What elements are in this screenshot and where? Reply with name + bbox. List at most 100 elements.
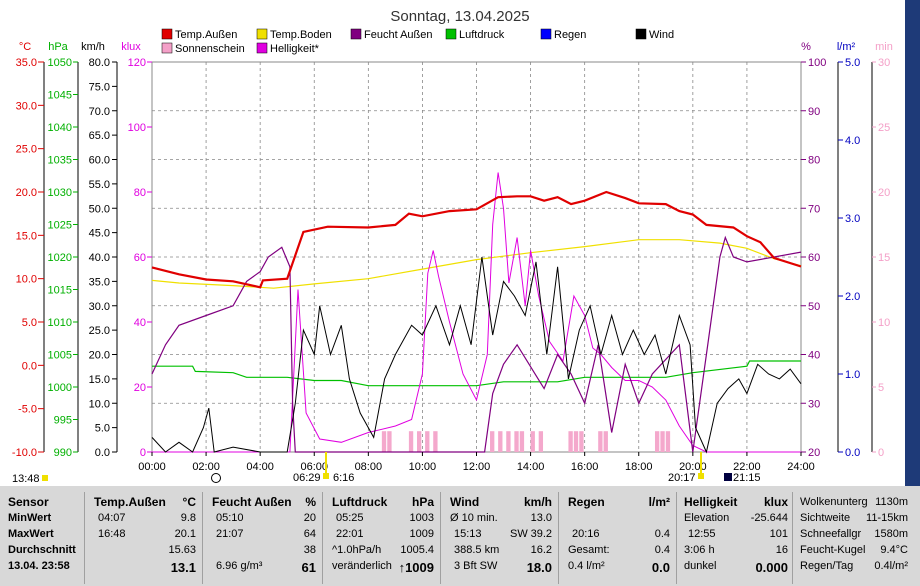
cell: 20:16	[572, 528, 600, 540]
cell: ^1.0hPa/h	[332, 544, 382, 556]
tick-label: 5	[878, 382, 884, 394]
sunshine-bar	[538, 431, 544, 452]
tick-label: 30.0	[16, 100, 37, 112]
legend-swatch	[256, 28, 268, 40]
bright-header: Helligkeit	[684, 495, 738, 509]
cell: 1009	[409, 528, 434, 540]
tick-label: 5.0	[845, 57, 860, 69]
wind-unit: km/h	[523, 495, 552, 509]
sunshine-bar	[381, 431, 387, 452]
pressure-unit: hPa	[411, 495, 434, 509]
tick-label: 25.0	[16, 144, 37, 156]
cell: -25.644	[750, 512, 788, 524]
series-line	[152, 172, 801, 453]
legend-swatch	[161, 28, 173, 40]
sun-marker	[42, 475, 48, 481]
sunshine-bar	[387, 431, 392, 452]
sunshine-bar	[433, 431, 438, 452]
tick-label: 15.0	[16, 230, 37, 242]
tick-label: 20.0	[16, 187, 37, 199]
sunshine-bar	[573, 431, 579, 452]
cell: 0.4	[654, 528, 670, 540]
legend-swatch	[350, 28, 362, 40]
tick-label: 60	[808, 252, 820, 264]
legend-label: Regen	[554, 29, 586, 41]
x-tick-label: 08:00	[355, 461, 383, 473]
tick-label: 80	[134, 187, 146, 199]
tick-label: 990	[54, 447, 72, 459]
summary-table: Sensor MinWert MaxWert Durchschnitt 13.0…	[0, 486, 920, 586]
sunset-line	[700, 452, 702, 474]
sunshine-bar	[519, 431, 525, 452]
cell: 18.0	[526, 560, 552, 575]
tick-label: 80	[808, 155, 820, 167]
axes: 35.0 30.0 25.0 20.0 15.0 10.0 5.0 0.0 -5.0 -10.0 °…	[12, 41, 893, 459]
tick-label: 0	[878, 447, 884, 459]
tick-label: 100	[128, 122, 146, 134]
cell: veränderlich	[332, 560, 392, 572]
tick-label: 1020	[48, 252, 72, 264]
cell: ↑1009	[398, 560, 434, 575]
x-tick-label: 24:00	[787, 461, 815, 473]
brightness-column: Helligkeit klux Elevation -25.644 12:55 101…	[680, 492, 793, 584]
sunshine-bar	[665, 431, 671, 452]
cell: 0.4l/m²	[874, 560, 908, 572]
cell: 05:10	[216, 512, 244, 524]
wind-header: Wind	[450, 495, 480, 509]
sunshine-bar	[490, 431, 495, 452]
row-label: Durchschnitt	[8, 544, 76, 556]
sensor-header: Sensor	[8, 495, 49, 509]
tick-label: 60.0	[89, 155, 110, 167]
tick-label: 5.0	[22, 317, 37, 329]
x-tick-label: 00:00	[138, 461, 166, 473]
tick-label: 5.0	[95, 423, 110, 435]
sunshine-bar	[598, 431, 603, 452]
cell: Elevation	[684, 512, 730, 524]
temp-header: Temp.Außen	[94, 495, 166, 509]
cell: 388.5 km	[454, 544, 500, 556]
sunshine-bar	[568, 431, 573, 452]
tick-label: 1010	[48, 317, 72, 329]
tick-label: 25.0	[89, 325, 110, 337]
humidity-header: Feucht Außen	[212, 495, 292, 509]
sunshine-bar	[654, 431, 660, 452]
rain-header: Regen	[568, 495, 605, 509]
cell: 0.4	[654, 544, 670, 556]
cell: 1130m	[875, 496, 908, 508]
cell: 11-15km	[866, 512, 908, 524]
series-line	[151, 190, 802, 289]
sunshine-bar	[425, 431, 430, 452]
legend-label: Sonnenschein	[175, 43, 245, 55]
cell: 16:48	[98, 528, 126, 540]
tick-label: 45.0	[89, 228, 110, 240]
temp-unit: °C	[182, 495, 196, 509]
sunshine-bar	[660, 431, 665, 452]
weather-chart: Sonntag, 13.04.2025 Temp.Außen Temp.Boden…	[11, 0, 920, 486]
axis-unit-label: min	[875, 41, 893, 53]
cell: 15.63	[168, 544, 196, 556]
axis-unit-label: %	[801, 41, 811, 53]
chart-title: Sonntag, 13.04.2025	[390, 8, 529, 25]
sunshine-bar	[408, 431, 414, 452]
cell: 101	[769, 528, 788, 540]
x-tick-label: 22:00	[733, 461, 761, 473]
cell: Sichtweite	[800, 512, 851, 524]
wind-column: Wind km/h Ø 10 min. 13.0 15:13 SW 39.2 388.5…	[444, 492, 559, 584]
tick-label: 55.0	[89, 179, 110, 191]
tick-label: 70	[808, 203, 820, 215]
cell: Wolkenunterg	[800, 496, 868, 508]
x-tick-label: 04:00	[246, 461, 274, 473]
humidity-unit: %	[305, 495, 316, 509]
tick-label: 30.0	[89, 301, 110, 313]
sunrise-marker	[323, 473, 329, 479]
cell: 1580m	[874, 528, 908, 540]
axis-unit-label: km/h	[81, 41, 105, 53]
tick-label: 50.0	[89, 203, 110, 215]
cell: 22:01	[336, 528, 364, 540]
legend-label: Temp.Außen	[175, 29, 237, 41]
tick-label: 3.0	[845, 213, 860, 225]
legend-label: Temp.Boden	[270, 29, 332, 41]
bright-unit: klux	[763, 495, 788, 509]
tick-label: 10.0	[89, 398, 110, 410]
x-tick-label: 06:00	[300, 461, 328, 473]
